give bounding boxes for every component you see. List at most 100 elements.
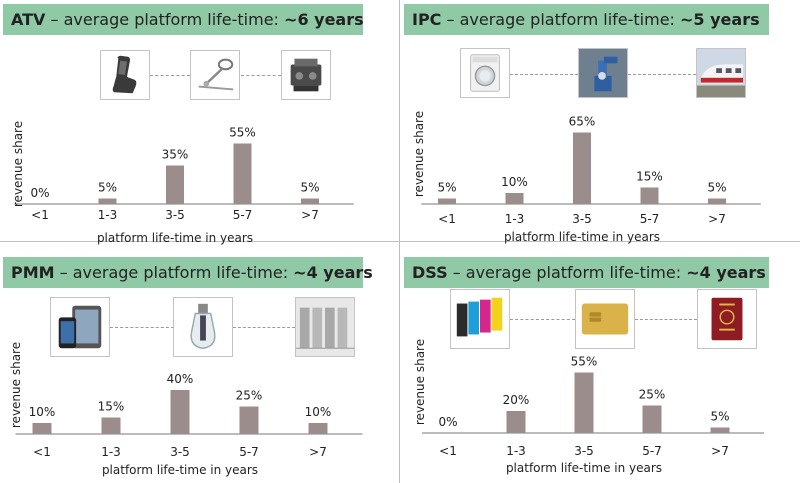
data-label: 35% bbox=[162, 148, 189, 162]
icon-connector bbox=[150, 75, 190, 76]
x-tick-label: 3-5 bbox=[170, 445, 190, 459]
bar bbox=[101, 417, 121, 434]
steering-column-icon bbox=[190, 50, 240, 100]
data-label: 5% bbox=[707, 181, 726, 195]
segment-name: DSS bbox=[412, 263, 448, 282]
data-label: 55% bbox=[571, 355, 598, 369]
data-label: 20% bbox=[503, 393, 530, 407]
data-label: 25% bbox=[236, 389, 263, 403]
y-axis-title: revenue share bbox=[11, 121, 25, 207]
passport-icon bbox=[697, 289, 757, 349]
data-label: 10% bbox=[29, 405, 56, 419]
data-label: 15% bbox=[636, 170, 663, 184]
bar bbox=[32, 423, 52, 434]
panel-title: ATV – average platform life-time: ~6 yea… bbox=[3, 4, 364, 35]
segment-name: IPC bbox=[412, 10, 442, 29]
bar-chart-dss: 0% <1 20% 1-3 55% 3-5 25% 5-7 5% >7 platform life-… bbox=[413, 339, 764, 475]
x-tick-label: <1 bbox=[438, 212, 456, 226]
x-tick-label: <1 bbox=[439, 444, 457, 458]
segment-name: PMM bbox=[11, 263, 55, 282]
title-text: – average platform life-time: bbox=[54, 263, 294, 282]
x-tick-label: <1 bbox=[31, 208, 49, 222]
x-tick-label: 1-3 bbox=[98, 208, 118, 222]
ink-cartridges-icon bbox=[450, 289, 510, 349]
x-tick-label: 1-3 bbox=[506, 444, 526, 458]
x-tick-label: 5-7 bbox=[233, 208, 253, 222]
icon-connector bbox=[110, 327, 174, 328]
bar bbox=[438, 198, 456, 204]
bar bbox=[170, 390, 190, 434]
high-speed-train-icon bbox=[696, 48, 746, 98]
panel-title: PMM – average platform life-time: ~4 yea… bbox=[3, 257, 373, 288]
x-tick-label: 5-7 bbox=[239, 445, 259, 459]
lifetime-value: ~5 years bbox=[680, 10, 760, 29]
bar bbox=[301, 198, 319, 204]
x-tick-label: 3-5 bbox=[574, 444, 594, 458]
panel-title: DSS – average platform life-time: ~4 yea… bbox=[404, 257, 769, 288]
lifetime-value: ~4 years bbox=[293, 263, 373, 282]
x-tick-label: 5-7 bbox=[642, 444, 662, 458]
bar bbox=[506, 411, 526, 433]
data-label: 0% bbox=[438, 415, 457, 429]
segment-name: ATV bbox=[11, 10, 46, 29]
x-tick-label: 3-5 bbox=[165, 208, 185, 222]
icon-connector bbox=[635, 319, 697, 320]
bar-chart-ipc: 5% <1 10% 1-3 65% 3-5 15% 5-7 5% >7 platform life-… bbox=[412, 111, 761, 244]
icon-connector bbox=[510, 319, 575, 320]
bar bbox=[573, 132, 591, 204]
x-tick-label: 3-5 bbox=[572, 212, 592, 226]
data-label: 5% bbox=[437, 181, 456, 195]
industrial-robot-icon bbox=[578, 48, 628, 98]
x-tick-label: 1-3 bbox=[101, 445, 121, 459]
icon-connector bbox=[628, 74, 696, 75]
bar bbox=[708, 198, 726, 204]
x-tick-label: >7 bbox=[301, 208, 319, 222]
x-axis-title: platform life-time in years bbox=[504, 230, 660, 244]
washing-machine-icon bbox=[460, 48, 510, 98]
x-tick-label: >7 bbox=[711, 444, 729, 458]
x-axis-title: platform life-time in years bbox=[102, 463, 258, 477]
data-label: 55% bbox=[229, 126, 256, 140]
bar bbox=[233, 143, 252, 204]
bar bbox=[308, 423, 328, 434]
title-text: – average platform life-time: bbox=[447, 263, 687, 282]
car-seat-icon bbox=[100, 50, 150, 100]
server-rack-icon bbox=[295, 297, 355, 357]
data-label: 10% bbox=[305, 405, 332, 419]
panel-pmm: PMM – average platform life-time: ~4 yea… bbox=[0, 242, 400, 483]
y-axis-title: revenue share bbox=[413, 339, 427, 425]
car-engine-icon bbox=[281, 50, 331, 100]
led-bulb-icon bbox=[173, 297, 233, 357]
bar-chart-pmm: 10% <1 15% 1-3 40% 3-5 25% 5-7 10% >7 platform lif… bbox=[9, 342, 363, 477]
smartphone-tablet-icon bbox=[50, 297, 110, 357]
bar bbox=[574, 372, 594, 433]
bar bbox=[505, 193, 524, 204]
x-tick-label: 5-7 bbox=[640, 212, 660, 226]
bar bbox=[98, 198, 117, 204]
horizontal-divider bbox=[0, 241, 800, 242]
x-tick-label: >7 bbox=[309, 445, 327, 459]
bar bbox=[166, 165, 184, 204]
icon-connector bbox=[233, 327, 295, 328]
chip-card-icon bbox=[575, 289, 635, 349]
y-axis-title: revenue share bbox=[9, 342, 23, 428]
x-tick-label: <1 bbox=[33, 445, 51, 459]
lifetime-value: ~6 years bbox=[284, 10, 364, 29]
bar bbox=[239, 406, 259, 434]
data-label: 10% bbox=[501, 175, 528, 189]
icon-connector bbox=[510, 74, 578, 75]
bar bbox=[710, 427, 730, 433]
x-tick-label: >7 bbox=[708, 212, 726, 226]
data-label: 0% bbox=[30, 186, 49, 200]
x-axis-title: platform life-time in years bbox=[97, 231, 253, 245]
panel-dss: DSS – average platform life-time: ~4 yea… bbox=[400, 242, 800, 483]
data-label: 40% bbox=[167, 372, 194, 386]
bar-chart-atv: 0% <1 5% 1-3 35% 3-5 55% 5-7 5% >7 platform life-t… bbox=[11, 121, 354, 245]
data-label: 25% bbox=[639, 388, 666, 402]
panel-ipc: IPC – average platform life-time: ~5 yea… bbox=[400, 0, 800, 244]
panel-title: IPC – average platform life-time: ~5 yea… bbox=[404, 4, 769, 35]
data-label: 5% bbox=[710, 410, 729, 424]
lifetime-value: ~4 years bbox=[686, 263, 766, 282]
panel-atv: ATV – average platform life-time: ~6 yea… bbox=[0, 0, 400, 245]
data-label: 15% bbox=[98, 400, 125, 414]
